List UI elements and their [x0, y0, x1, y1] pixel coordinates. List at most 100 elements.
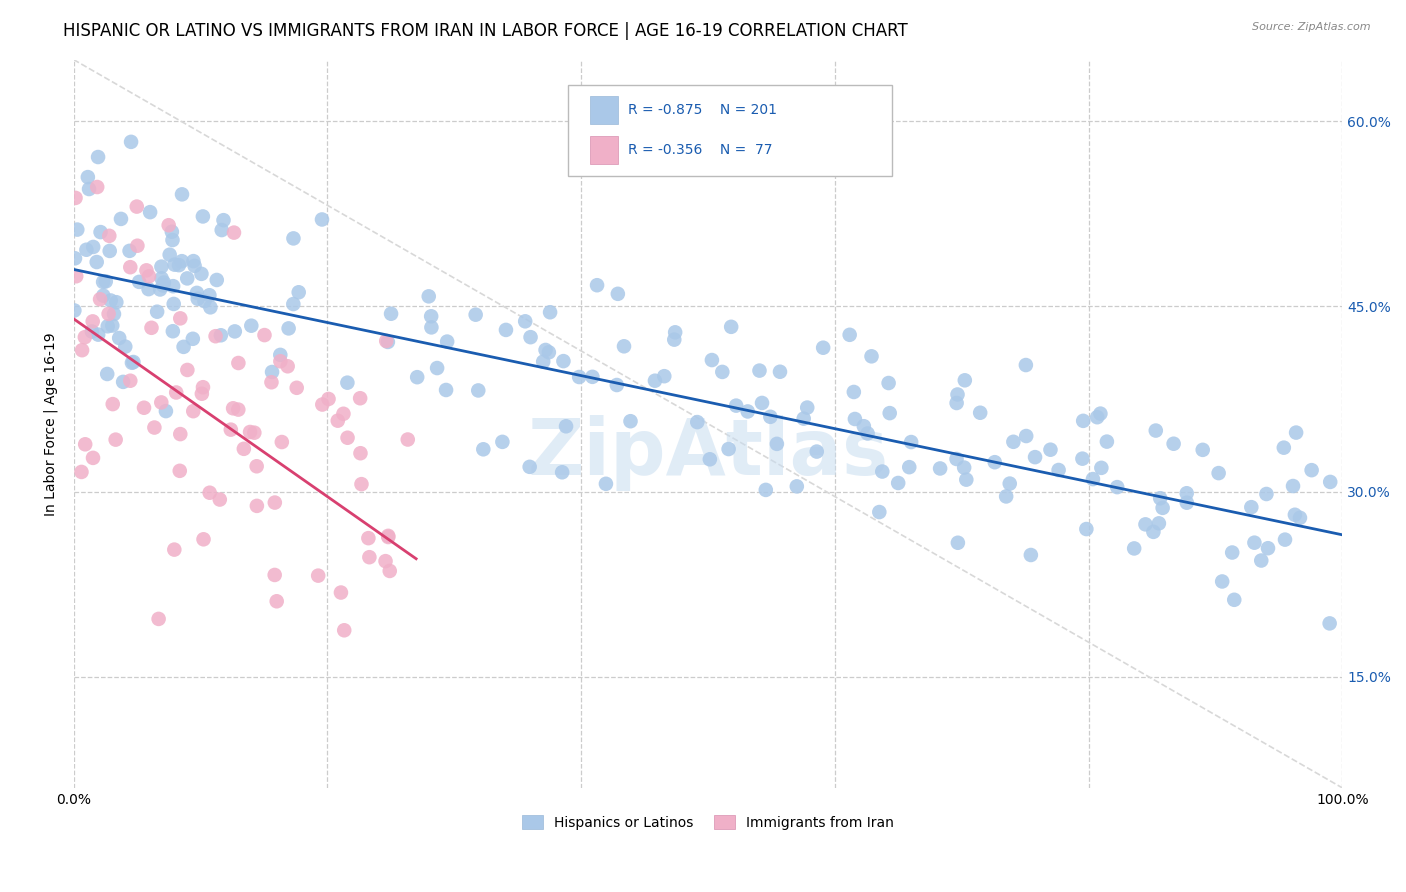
Point: [1282, 479, 1305, 493]
Point: [606, 286, 628, 301]
Point: [181, 404, 204, 418]
Point: [1319, 616, 1341, 631]
Point: [1135, 517, 1157, 532]
Point: [998, 476, 1021, 491]
Point: [269, 348, 291, 362]
Point: [121, 356, 143, 370]
Point: [101, 318, 124, 333]
Point: [283, 297, 305, 311]
Point: [159, 248, 181, 262]
Point: [170, 187, 193, 202]
Point: [436, 334, 458, 349]
Point: [586, 278, 609, 293]
Point: [132, 401, 155, 415]
Point: [652, 369, 675, 384]
Point: [70, 465, 93, 479]
Point: [1175, 496, 1198, 510]
Point: [108, 331, 131, 345]
Point: [153, 276, 176, 290]
Point: [1015, 358, 1038, 372]
Point: [553, 354, 575, 368]
Point: [176, 271, 198, 285]
Point: [1019, 548, 1042, 562]
Point: [720, 319, 742, 334]
Point: [162, 324, 184, 338]
Point: [311, 212, 333, 227]
Point: [191, 380, 214, 394]
Point: [169, 464, 191, 478]
Point: [94, 274, 117, 288]
Point: [748, 363, 770, 377]
Point: [969, 406, 991, 420]
Point: [190, 267, 212, 281]
Point: [1071, 414, 1094, 428]
Point: [1220, 545, 1243, 559]
Point: [75, 437, 97, 451]
Point: [796, 401, 818, 415]
Point: [128, 275, 150, 289]
Point: [464, 308, 486, 322]
Text: R = -0.875    N = 201: R = -0.875 N = 201: [628, 103, 778, 117]
Y-axis label: In Labor Force | Age 16-19: In Labor Force | Age 16-19: [44, 332, 58, 516]
Point: [329, 585, 352, 599]
Point: [198, 485, 221, 500]
Point: [380, 307, 402, 321]
Point: [418, 289, 440, 303]
Point: [277, 321, 299, 335]
Point: [1090, 460, 1112, 475]
Point: [212, 213, 235, 227]
Point: [472, 442, 495, 457]
Point: [595, 476, 617, 491]
Point: [711, 365, 734, 379]
Point: [183, 259, 205, 273]
Point: [120, 374, 142, 388]
Point: [110, 211, 132, 226]
Text: Source: ZipAtlas.com: Source: ZipAtlas.com: [1253, 22, 1371, 32]
Point: [664, 333, 686, 347]
Point: [995, 490, 1018, 504]
Point: [277, 359, 299, 374]
Point: [162, 233, 184, 247]
Point: [219, 423, 242, 437]
Point: [122, 355, 145, 369]
Point: [766, 437, 789, 451]
Point: [82, 314, 104, 328]
Point: [146, 304, 169, 318]
Point: [1047, 463, 1070, 477]
Point: [519, 459, 541, 474]
Point: [253, 328, 276, 343]
Point: [531, 354, 554, 368]
Point: [725, 399, 748, 413]
Point: [226, 402, 249, 417]
Point: [1002, 434, 1025, 449]
Point: [200, 301, 222, 315]
Point: [80, 325, 103, 339]
Point: [204, 329, 226, 343]
Point: [852, 419, 875, 434]
Point: [65, 269, 87, 284]
Point: [183, 254, 205, 268]
Point: [1076, 522, 1098, 536]
Point: [737, 404, 759, 418]
Point: [87, 150, 110, 164]
Point: [1274, 533, 1296, 547]
Point: [193, 294, 215, 309]
Point: [243, 425, 266, 440]
Point: [120, 135, 142, 149]
Point: [167, 258, 190, 272]
Point: [239, 425, 262, 439]
Point: [1272, 441, 1295, 455]
Point: [786, 479, 808, 493]
Point: [699, 452, 721, 467]
Point: [98, 244, 121, 258]
Point: [263, 568, 285, 582]
Point: [613, 339, 636, 353]
Point: [138, 282, 160, 296]
Point: [105, 295, 128, 310]
Text: R = -0.356    N =  77: R = -0.356 N = 77: [628, 144, 772, 157]
Point: [700, 353, 723, 368]
Point: [191, 210, 214, 224]
Point: [1149, 491, 1171, 506]
Point: [537, 345, 560, 359]
Point: [77, 182, 100, 196]
